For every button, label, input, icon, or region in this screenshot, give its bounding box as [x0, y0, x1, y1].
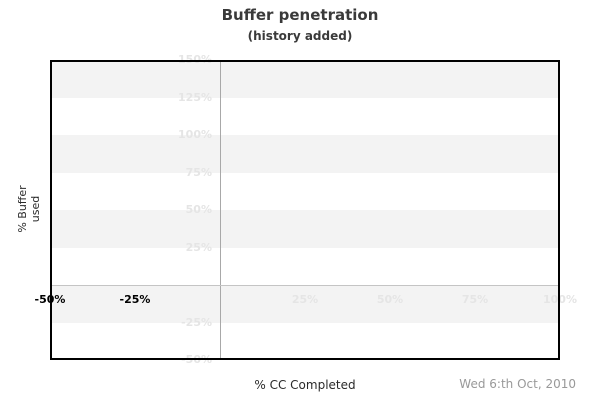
- date-label: Wed 6:th Oct, 2010: [459, 377, 576, 391]
- x-tick-label: -50%: [34, 293, 66, 306]
- x-tick-label: 100%: [543, 293, 577, 306]
- x-tick-label: 75%: [461, 293, 489, 306]
- y-tick-label: -50%: [181, 353, 212, 366]
- x-tick-label: -25%: [119, 293, 151, 306]
- stripe-band: [50, 285, 560, 323]
- y-tick-label: 100%: [178, 128, 212, 141]
- stripe-band: [50, 60, 560, 98]
- y-tick-label: -25%: [181, 315, 212, 329]
- y-tick-label: 50%: [185, 203, 212, 216]
- plot-area: 150% 125% 100% 75% 50% 25% -25% -50% -50% -25% 25%…: [35, 53, 577, 366]
- stripe-band: [50, 135, 560, 173]
- y-tick-label: 125%: [178, 90, 212, 104]
- y-axis-title: % Buffer used: [16, 185, 42, 233]
- y-tick-label: 75%: [185, 165, 212, 179]
- y-zero-axis-line: [50, 284, 560, 286]
- chart-title: Buffer penetration: [221, 6, 379, 24]
- x-axis-title: % CC Completed: [254, 378, 356, 392]
- x-tick-label: 25%: [291, 293, 319, 306]
- stripe-band: [50, 210, 560, 248]
- y-tick-label: 25%: [185, 240, 212, 254]
- chart-subtitle: (history added): [247, 29, 353, 43]
- y-tick-label: 150%: [178, 53, 212, 66]
- x-tick-label: 50%: [376, 293, 404, 306]
- x-zero-axis-line: [219, 60, 221, 360]
